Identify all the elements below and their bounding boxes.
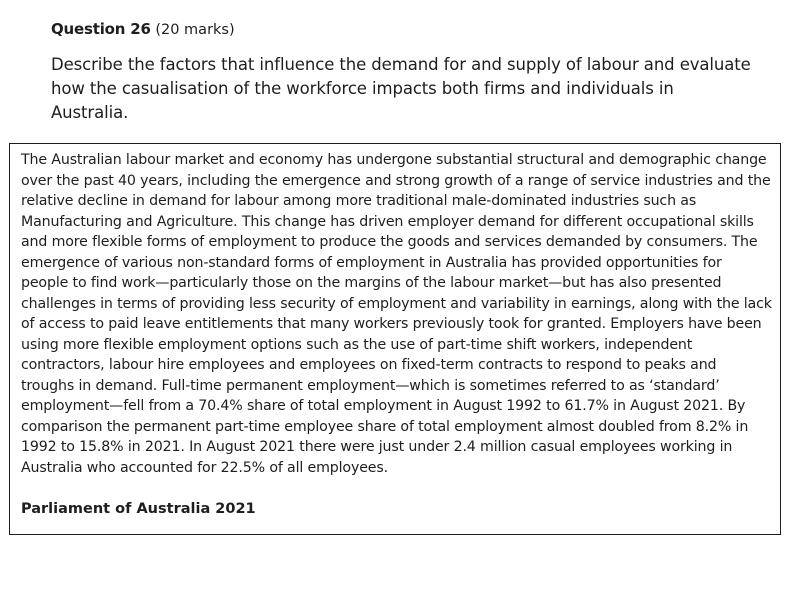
source-extract-box: The Australian labour market and economy… <box>9 143 781 535</box>
question-number: Question 26 <box>51 20 151 38</box>
question-marks: (20 marks) <box>150 22 235 38</box>
question-header: Question 26 (20 marks) <box>51 19 235 40</box>
source-extract-text: The Australian labour market and economy… <box>21 152 772 476</box>
source-attribution: Parliament of Australia 2021 <box>21 501 256 517</box>
question-prompt: Describe the factors that influence the … <box>51 55 751 122</box>
